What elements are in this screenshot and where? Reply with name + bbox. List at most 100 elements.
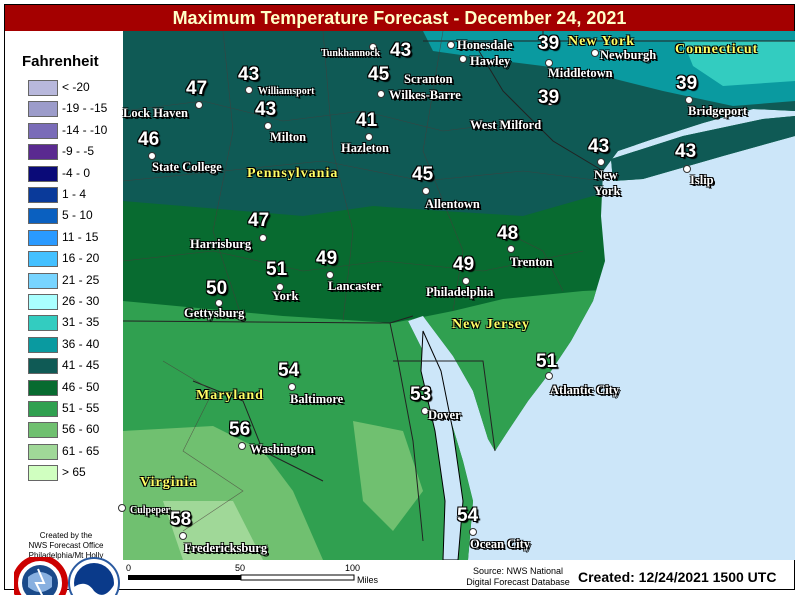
city-label: Milton	[270, 130, 307, 144]
legend-swatch	[28, 358, 58, 375]
temperature-value: 56	[229, 419, 251, 440]
city-marker	[545, 372, 553, 380]
state-label-new-jersey: New Jersey	[452, 317, 531, 332]
city-marker	[365, 133, 373, 141]
legend-label: 36 - 40	[62, 336, 100, 351]
city-label: Wilkes-Barre	[389, 88, 461, 102]
city-marker	[459, 55, 467, 63]
state-label-pennsylvania: Pennsylvania	[247, 166, 339, 181]
state-borders	[123, 31, 795, 542]
legend-swatch	[28, 465, 58, 482]
temperature-value: 51	[266, 259, 288, 280]
temperature-value: 46	[138, 129, 160, 150]
city-label: Lancaster	[328, 279, 382, 293]
city-label: Baltimore	[290, 392, 344, 406]
credit-line: Created by the	[39, 531, 93, 540]
temperature-value: 53	[410, 384, 432, 405]
temperature-value: 43	[588, 136, 610, 157]
city-label: York	[272, 289, 299, 303]
legend-label: -9 - -5	[62, 144, 95, 159]
map-title: Maximum Temperature Forecast - December …	[5, 5, 794, 31]
city-marker	[377, 90, 385, 98]
temperature-value: 41	[356, 110, 378, 131]
city-label: Scranton	[404, 72, 453, 86]
city-marker	[288, 383, 296, 391]
legend-label: 26 - 30	[62, 294, 100, 308]
map-shading	[123, 31, 795, 560]
legend-swatch	[28, 272, 58, 289]
temperature-value: 49	[453, 254, 475, 275]
legend-label: 1 - 4	[62, 187, 87, 201]
city-marker	[462, 277, 470, 285]
temperature-value: 54	[278, 360, 300, 381]
city-marker	[379, 71, 387, 79]
city-marker	[546, 98, 554, 106]
city-label: Hawley	[470, 54, 511, 68]
city-label: Dover	[428, 408, 461, 422]
city-marker	[148, 152, 156, 160]
source-line: Source: NWS National	[472, 566, 564, 576]
city-marker	[447, 41, 455, 49]
scale-tick-50: 50	[235, 563, 246, 573]
temperature-value: 49	[316, 248, 338, 269]
temperature-value: 43	[390, 40, 412, 61]
temperature-value: 54	[457, 505, 479, 526]
credit: Created by the NWS Forecast Office Phila…	[16, 531, 116, 561]
city-marker	[276, 283, 284, 291]
city-label: Hazleton	[341, 141, 389, 155]
source: Source: NWS National Digital Forecast Da…	[458, 566, 578, 588]
city-label: Middletown	[548, 66, 613, 80]
temperature-value: 45	[412, 164, 434, 185]
legend-swatch	[28, 401, 58, 417]
legend-swatch	[28, 80, 58, 96]
temperature-value: 48	[497, 223, 519, 244]
city-label: Harrisburg	[190, 237, 252, 251]
temperature-value: 39	[538, 87, 560, 108]
city-marker	[469, 528, 477, 536]
legend-label: 5 - 10	[62, 208, 93, 223]
source-line: Digital Forecast Database	[466, 577, 570, 587]
legend-label: 21 - 25	[62, 272, 100, 287]
city-marker	[259, 234, 267, 242]
temperature-value: 50	[206, 278, 228, 299]
city-marker	[597, 158, 605, 166]
temperature-map: New York Connecticut Pennsylvania New Je…	[118, 31, 795, 560]
city-marker	[326, 271, 334, 279]
city-marker	[215, 299, 223, 307]
city-label: Washington	[250, 442, 314, 456]
city-label: Culpeper	[130, 505, 170, 516]
city-marker	[369, 43, 377, 51]
city-label: Trenton	[510, 255, 553, 269]
city-label: Tunkhannock	[321, 48, 381, 59]
scale-unit: Miles	[357, 575, 379, 585]
city-label: Newburgh	[600, 48, 657, 62]
city-marker	[591, 49, 599, 57]
legend-swatch	[28, 422, 58, 439]
city-marker	[238, 442, 246, 450]
city-label: West Milford	[470, 118, 542, 132]
city-label: Lock Haven	[123, 106, 188, 120]
legend-label: 51 - 55	[62, 401, 100, 415]
legend-label: < -20	[62, 80, 90, 94]
city-marker	[685, 96, 693, 104]
city-label: York	[594, 184, 621, 198]
created-timestamp: Created: 12/24/2021 1500 UTC	[578, 569, 777, 585]
temperature-value: 51	[536, 351, 558, 372]
legend-label: 46 - 50	[62, 379, 100, 394]
county-borders	[123, 31, 604, 532]
city-marker	[118, 504, 126, 512]
city-label: Atlantic City	[550, 383, 620, 397]
city-marker	[179, 532, 187, 540]
legend-swatch	[28, 208, 58, 225]
legend-swatch	[28, 165, 58, 182]
city-label: Ocean City	[470, 537, 531, 551]
temperature-value: 47	[248, 210, 270, 231]
temperature-value: 43	[238, 64, 260, 85]
temperature-value: 43	[255, 99, 277, 120]
logos	[14, 557, 120, 595]
legend-swatch	[28, 187, 58, 203]
legend-label: -4 - 0	[62, 165, 91, 180]
city-label: Fredericksburg	[184, 541, 268, 555]
city-label: New	[594, 168, 618, 182]
city-label: Islip	[690, 173, 714, 187]
